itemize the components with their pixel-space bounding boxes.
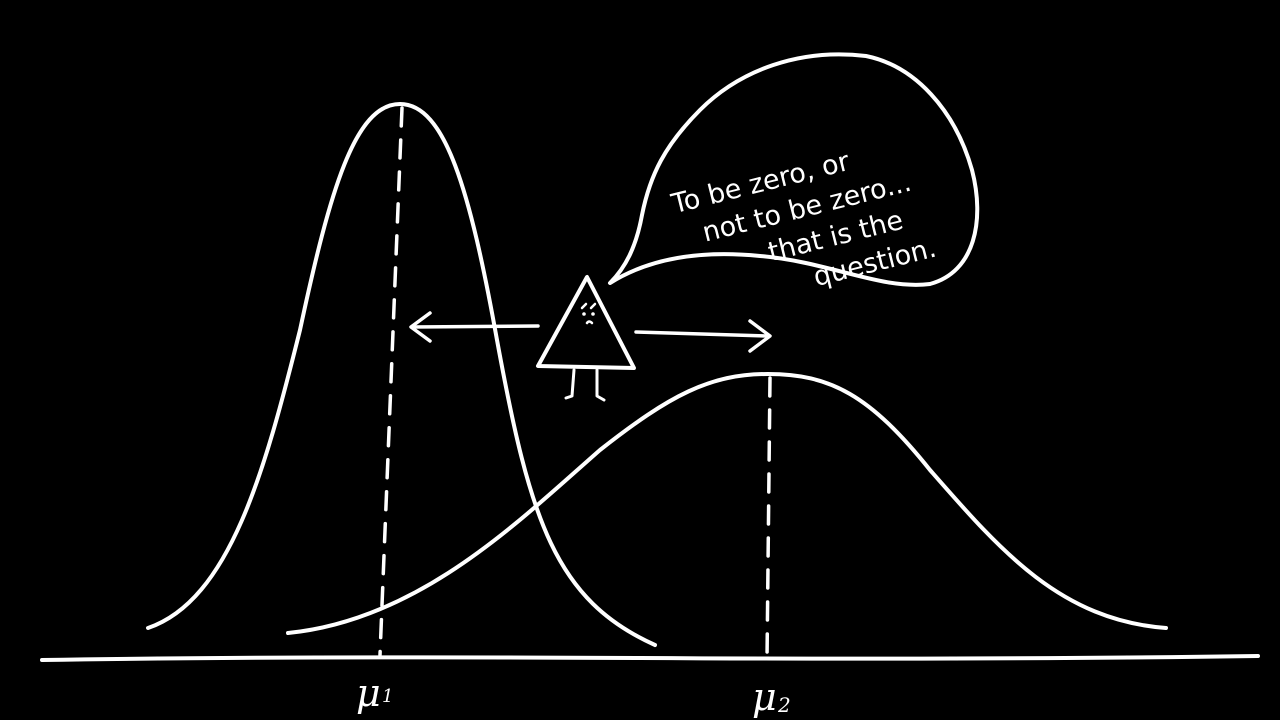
left-arrow-icon [409, 311, 540, 343]
mu1-subscript: 1 [382, 686, 393, 707]
narrow-bell-curve [146, 102, 657, 647]
triangle-character-icon [536, 275, 636, 402]
speech-bubble [608, 52, 980, 287]
mu2-subscript: 2 [777, 693, 791, 717]
mean-label-1: μ 1 [356, 671, 393, 715]
mu1-symbol: μ [356, 671, 381, 715]
speech-text: To be zero, or not to be zero... that is… [668, 146, 940, 293]
mean-label-2: μ 2 [752, 675, 791, 719]
x-axis-line [40, 654, 1260, 662]
right-arrow-icon [634, 319, 772, 353]
mean-line-1 [378, 106, 404, 657]
wide-bell-curve [286, 372, 1168, 635]
mu2-symbol: μ [752, 675, 777, 719]
mean-line-2 [765, 376, 772, 662]
